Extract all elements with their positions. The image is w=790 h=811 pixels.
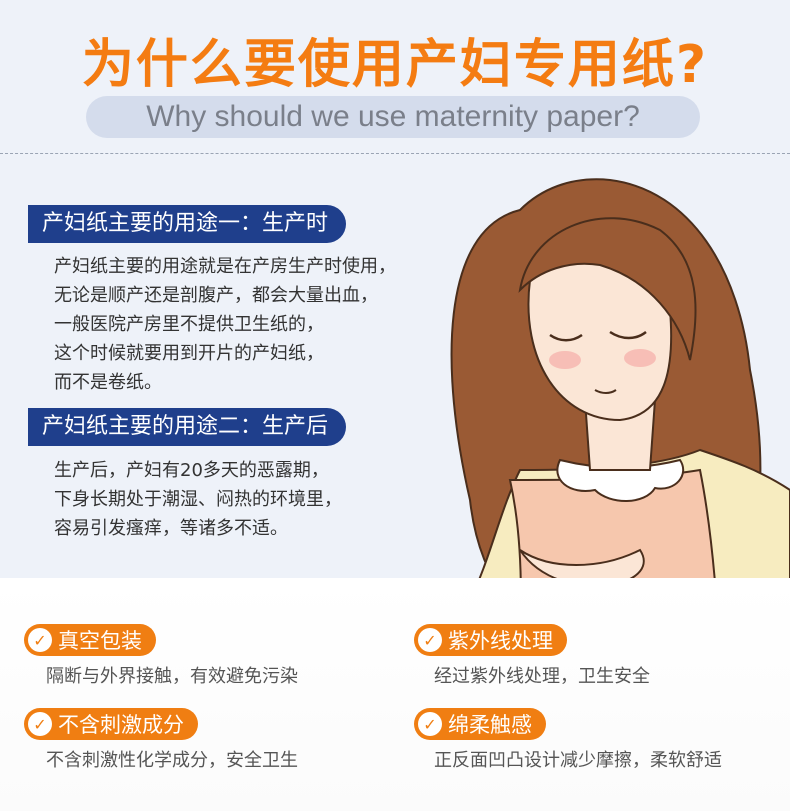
section-heading-2: 产妇纸主要的用途二：生产后 [28,408,347,446]
section-2-line: 下身长期处于潮湿、闷热的环境里， [54,489,342,510]
checkmark-icon: ✓ [418,628,442,652]
checkmark-icon: ✓ [28,628,52,652]
section-heading-1: 产妇纸主要的用途一：生产时 [28,205,347,243]
section-1-line: 这个时候就要用到开片的产妇纸， [54,343,324,364]
section-body-1: 产妇纸主要的用途就是在产房生产时使用， 无论是顺产还是剖腹产，都会大量出血， 一… [54,252,396,397]
section-2-line: 容易引发瘙痒，等诸多不适。 [54,518,288,539]
checkmark-icon: ✓ [28,712,52,736]
section-1-line: 产妇纸主要的用途就是在产房生产时使用， [54,256,396,277]
feature-badge-uv: ✓ 紫外线处理 [414,624,567,656]
feature-desc-vacuum: 隔断与外界接触，有效避免污染 [46,666,298,687]
feature-desc-soft: 正反面凹凸设计减少摩擦，柔软舒适 [434,750,722,771]
page-subtitle: Why should we use maternity paper? [86,96,700,138]
feature-badge-soft: ✓ 绵柔触感 [414,708,546,740]
feature-desc-uv: 经过紫外线处理，卫生安全 [434,666,650,687]
feature-title: 真空包装 [58,629,142,653]
section-1-line: 而不是卷纸。 [54,372,162,393]
divider [0,153,790,154]
feature-title: 不含刺激成分 [58,713,184,737]
feature-desc-no-irritant: 不含刺激性化学成分，安全卫生 [46,750,298,771]
checkmark-icon: ✓ [418,712,442,736]
features-background [0,578,790,811]
feature-title: 紫外线处理 [448,629,553,653]
page-title: 为什么要使用产妇专用纸? [81,35,709,95]
feature-title: 绵柔触感 [448,713,532,737]
section-1-line: 无论是顺产还是剖腹产，都会大量出血， [54,285,378,306]
section-2-line: 生产后，产妇有20多天的恶露期， [54,460,329,481]
feature-badge-vacuum: ✓ 真空包装 [24,624,156,656]
feature-badge-no-irritant: ✓ 不含刺激成分 [24,708,198,740]
section-1-line: 一般医院产房里不提供卫生纸的， [54,314,324,335]
section-body-2: 生产后，产妇有20多天的恶露期， 下身长期处于潮湿、闷热的环境里， 容易引发瘙痒… [54,456,342,543]
